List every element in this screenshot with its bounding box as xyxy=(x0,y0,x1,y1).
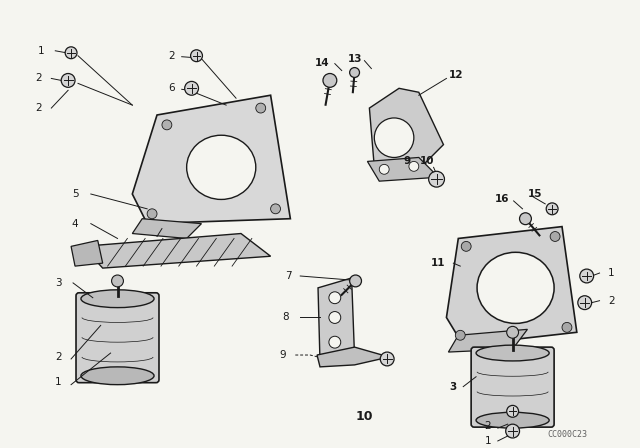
Text: CC000C23: CC000C23 xyxy=(547,430,587,439)
Text: 16: 16 xyxy=(495,194,509,204)
Polygon shape xyxy=(447,227,577,345)
Circle shape xyxy=(461,241,471,251)
Text: 2: 2 xyxy=(484,421,492,431)
Polygon shape xyxy=(132,219,202,238)
Text: 1: 1 xyxy=(55,377,61,387)
Circle shape xyxy=(550,232,560,241)
Polygon shape xyxy=(71,241,102,266)
Polygon shape xyxy=(369,88,444,169)
FancyBboxPatch shape xyxy=(76,293,159,383)
Text: 4: 4 xyxy=(72,219,78,228)
Text: 2: 2 xyxy=(168,51,175,61)
Text: 13: 13 xyxy=(348,54,362,64)
Circle shape xyxy=(323,73,337,87)
Text: 7: 7 xyxy=(285,271,292,281)
Circle shape xyxy=(147,209,157,219)
Circle shape xyxy=(507,405,518,417)
Text: 6: 6 xyxy=(168,83,175,93)
Circle shape xyxy=(349,275,362,287)
Circle shape xyxy=(61,73,75,87)
Circle shape xyxy=(329,336,340,348)
Circle shape xyxy=(256,103,266,113)
Ellipse shape xyxy=(476,345,549,361)
Circle shape xyxy=(578,296,591,310)
Text: 11: 11 xyxy=(431,258,446,268)
Circle shape xyxy=(546,203,558,215)
Polygon shape xyxy=(318,278,355,362)
Circle shape xyxy=(506,424,520,438)
Circle shape xyxy=(65,47,77,59)
Circle shape xyxy=(562,323,572,332)
Circle shape xyxy=(329,292,340,304)
Polygon shape xyxy=(132,95,291,224)
Polygon shape xyxy=(449,329,527,352)
Text: 2: 2 xyxy=(35,103,42,113)
Text: 8: 8 xyxy=(282,313,289,323)
Text: 2: 2 xyxy=(55,352,61,362)
Circle shape xyxy=(349,68,360,78)
Circle shape xyxy=(455,330,465,340)
Text: 1: 1 xyxy=(608,268,614,278)
Ellipse shape xyxy=(476,412,549,428)
FancyBboxPatch shape xyxy=(471,347,554,427)
Circle shape xyxy=(507,327,518,338)
Polygon shape xyxy=(83,233,271,268)
Ellipse shape xyxy=(477,252,554,323)
Circle shape xyxy=(162,120,172,130)
Circle shape xyxy=(111,275,124,287)
Text: 14: 14 xyxy=(315,58,330,68)
Text: 15: 15 xyxy=(528,189,543,199)
Text: 10: 10 xyxy=(419,156,434,166)
Text: 12: 12 xyxy=(449,70,463,81)
Text: 9: 9 xyxy=(279,350,286,360)
Circle shape xyxy=(380,164,389,174)
Circle shape xyxy=(409,161,419,171)
Circle shape xyxy=(191,50,202,62)
Circle shape xyxy=(520,213,531,224)
Ellipse shape xyxy=(81,367,154,385)
Text: 5: 5 xyxy=(72,189,78,199)
Text: 1: 1 xyxy=(38,46,45,56)
Circle shape xyxy=(185,82,198,95)
Polygon shape xyxy=(317,347,389,367)
Text: 9: 9 xyxy=(403,156,410,166)
Circle shape xyxy=(429,171,444,187)
Circle shape xyxy=(329,311,340,323)
Ellipse shape xyxy=(187,135,256,199)
Text: 3: 3 xyxy=(450,382,457,392)
Text: 2: 2 xyxy=(608,296,614,306)
Ellipse shape xyxy=(81,290,154,308)
Text: 1: 1 xyxy=(484,436,492,446)
Text: 2: 2 xyxy=(35,73,42,83)
Circle shape xyxy=(380,352,394,366)
Text: 10: 10 xyxy=(356,410,373,423)
Circle shape xyxy=(580,269,594,283)
Text: 3: 3 xyxy=(55,278,61,288)
Circle shape xyxy=(271,204,280,214)
Circle shape xyxy=(374,118,414,157)
Polygon shape xyxy=(367,157,438,181)
